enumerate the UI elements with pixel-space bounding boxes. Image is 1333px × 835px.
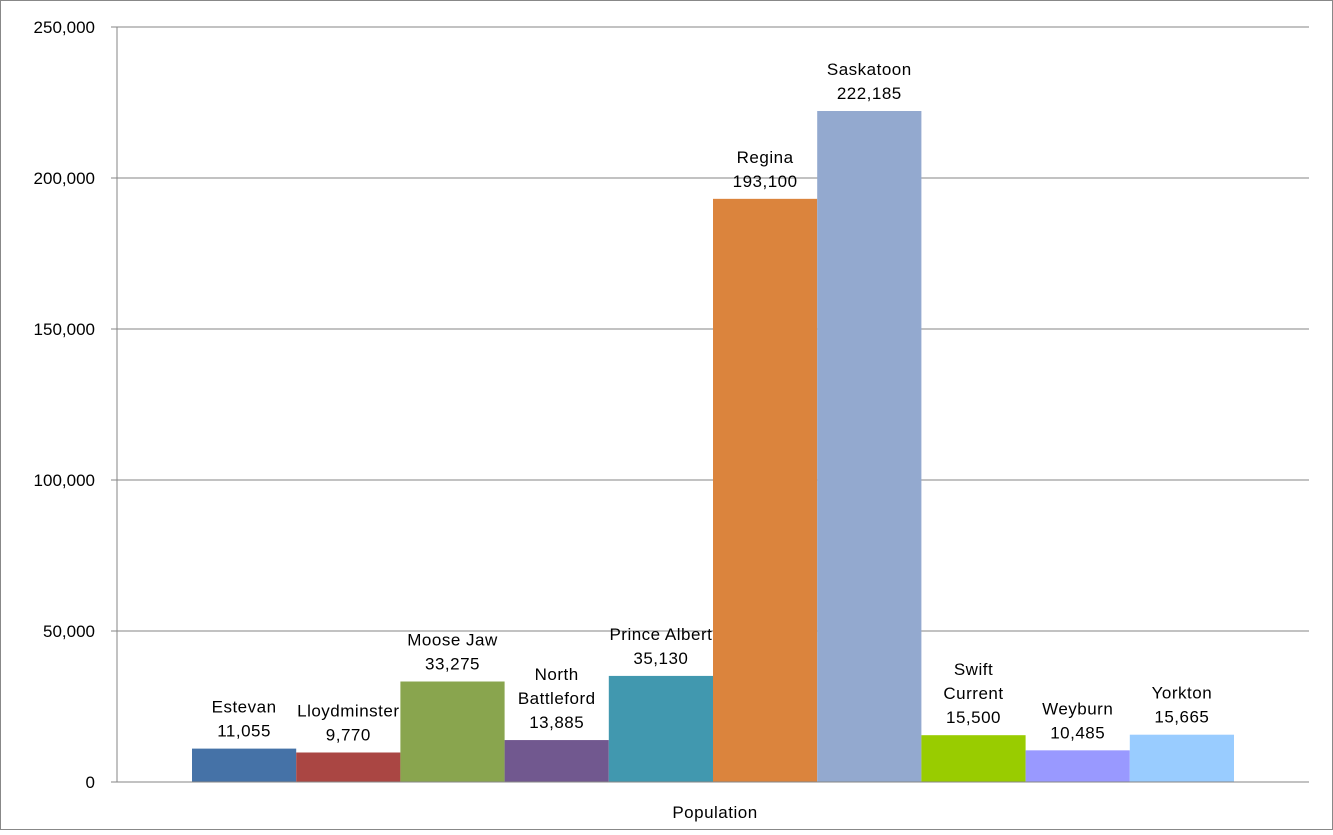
data-label-weyburn: Weyburn bbox=[1042, 699, 1113, 718]
x-axis-label: Population bbox=[672, 803, 757, 822]
bar-regina[interactable] bbox=[713, 198, 818, 782]
bar-saskatoon[interactable] bbox=[817, 111, 922, 783]
data-label-regina: Regina bbox=[737, 148, 794, 167]
y-tick-label: 0 bbox=[86, 773, 95, 792]
data-label-regina: 193,100 bbox=[733, 172, 798, 191]
data-label-estevan: 11,055 bbox=[217, 722, 271, 741]
data-label-weyburn: 10,485 bbox=[1050, 723, 1105, 742]
data-label-moose-jaw: Moose Jaw bbox=[407, 631, 498, 650]
y-tick-label: 250,000 bbox=[34, 18, 95, 37]
bar-swift-current[interactable] bbox=[921, 735, 1026, 782]
y-tick-label: 150,000 bbox=[34, 320, 95, 339]
bars bbox=[192, 111, 1234, 783]
data-label-swift-current: 15,500 bbox=[946, 708, 1001, 727]
data-label-lloydminster: 9,770 bbox=[326, 725, 371, 744]
bar-lloydminster[interactable] bbox=[296, 752, 401, 782]
data-label-moose-jaw: 33,275 bbox=[425, 655, 480, 674]
data-labels: Estevan 11,055 Lloydminster 9,770 Moose Jaw 3… bbox=[212, 60, 1213, 744]
bar-prince-albert[interactable] bbox=[608, 675, 713, 782]
bar-yorkton[interactable] bbox=[1129, 734, 1234, 782]
bar-weyburn[interactable] bbox=[1025, 750, 1130, 782]
y-tick-label: 100,000 bbox=[34, 471, 95, 490]
data-label-north-battleford: North bbox=[535, 665, 579, 684]
data-label-saskatoon: 222,185 bbox=[837, 84, 902, 103]
bar-estevan[interactable] bbox=[192, 748, 297, 782]
y-tick-label: 50,000 bbox=[43, 622, 95, 641]
data-label-prince-albert: Prince Albert bbox=[609, 625, 712, 644]
data-label-prince-albert: 35,130 bbox=[633, 649, 688, 668]
y-axis-ticks: 0 50,000 100,000 150,000 200,000 250,000 bbox=[34, 18, 117, 792]
data-label-yorkton: 15,665 bbox=[1154, 708, 1209, 727]
bar-moose-jaw[interactable] bbox=[400, 681, 505, 782]
data-label-swift-current: Swift bbox=[954, 660, 993, 679]
data-label-north-battleford: Battleford bbox=[518, 689, 596, 708]
y-tick-label: 200,000 bbox=[34, 169, 95, 188]
data-label-yorkton: Yorkton bbox=[1152, 684, 1213, 703]
data-label-saskatoon: Saskatoon bbox=[827, 60, 912, 79]
bar-north-battleford[interactable] bbox=[504, 740, 609, 782]
data-label-lloydminster: Lloydminster bbox=[297, 701, 399, 720]
data-label-estevan: Estevan bbox=[212, 698, 277, 717]
data-label-swift-current: Current bbox=[943, 684, 1003, 703]
data-label-north-battleford: 13,885 bbox=[529, 713, 584, 732]
